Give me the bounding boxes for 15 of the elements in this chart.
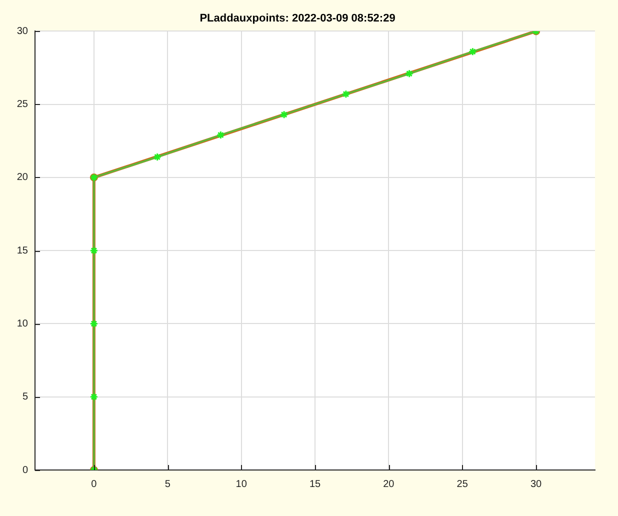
y-tick-label: 15 [16,245,28,256]
x-tick-label: 0 [91,478,98,490]
x-tick-label: 25 [456,478,468,490]
y-tick-label: 30 [16,26,28,37]
y-tick-label: 0 [22,464,28,476]
y-tick-label: 25 [16,99,28,110]
y-tick-label: 10 [16,318,28,330]
x-tick-label: 20 [383,478,395,490]
x-tick-label: 5 [164,478,171,490]
x-tick-label: 30 [530,478,542,490]
y-tick-label: 20 [16,172,28,184]
x-tick-label: 15 [309,478,321,490]
y-tick-label: 5 [22,392,28,403]
x-tick-label: 10 [236,478,248,490]
chart-title: PLaddauxpoints: 2022-03-09 08:52:29 [200,12,396,25]
